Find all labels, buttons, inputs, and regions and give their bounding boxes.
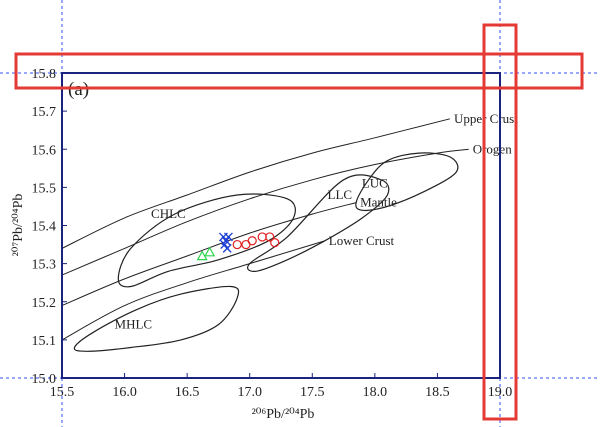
x-tick-label: 16.5 (175, 385, 200, 400)
circle-marker (232, 239, 242, 250)
region-label-mhlc: MHLC (115, 316, 153, 331)
x-marker (223, 232, 233, 242)
x-tick-label: 18.0 (363, 385, 388, 400)
highlight-box-right (482, 23, 518, 421)
x-axis-label: ²⁰⁶Pb/²⁰⁴Pb (252, 407, 315, 422)
y-tick-label: 15.8 (32, 67, 57, 82)
y-axis-label: ²⁰⁷Pb/²⁰⁴Pb (11, 194, 26, 257)
circle-marker (247, 236, 257, 246)
y-tick-label: 15.4 (32, 220, 57, 235)
region-label-chlc: CHLC (151, 206, 186, 221)
y-tick-label: 15.2 (32, 296, 57, 311)
plot-content: CHLC LLC LUC MHLC Upper Crust Orogen Mantle Low… (61, 111, 518, 352)
region-label-llc: LLC (328, 187, 353, 202)
highlight-box-top (14, 52, 584, 90)
region-chlc (117, 193, 296, 288)
x-tick-label: 15.5 (50, 385, 75, 400)
curve-mantle (61, 202, 357, 307)
y-tick-label: 15.7 (32, 105, 57, 120)
x-tick-label: 18.5 (425, 385, 450, 400)
highlight-boxes (14, 23, 584, 421)
y-tick-label: 15.6 (32, 143, 57, 158)
curve-label-mantle: Mantle (360, 195, 397, 210)
circle-marker (257, 232, 267, 242)
region-luc (355, 152, 459, 212)
region-mhlc (73, 285, 240, 352)
curve-label-lower-crust: Lower Crust (329, 233, 395, 248)
x-tick-label: 19.0 (488, 385, 513, 400)
curve-orogen (61, 148, 469, 276)
plot-frame (61, 72, 501, 379)
y-tick-label: 15.0 (32, 372, 57, 387)
circle-marker (270, 238, 280, 248)
y-axis-ticks: 15.0 15.1 15.2 15.3 15.4 15.5 15.6 15.7 15.8 (32, 67, 67, 387)
x-tick-label: 17.0 (237, 385, 262, 400)
x-axis-ticks: 15.5 16.0 16.5 17.0 17.5 18.0 18.5 19.0 (50, 373, 513, 400)
x-tick-label: 16.0 (112, 385, 137, 400)
triangle-marker (196, 250, 208, 261)
y-tick-label: 15.1 (32, 334, 57, 349)
curve-label-upper-crust: Upper Crust (454, 111, 518, 126)
curve-upper-crust (61, 118, 451, 249)
y-tick-label: 15.3 (32, 258, 57, 273)
y-tick-label: 15.5 (32, 181, 57, 196)
x-tick-label: 17.5 (300, 385, 325, 400)
curve-label-orogen: Orogen (473, 141, 512, 156)
x-marker (222, 243, 232, 253)
triangle-marker (204, 246, 216, 257)
circle-marker (265, 232, 275, 242)
curve-lower-crust (61, 240, 325, 341)
region-label-luc: LUC (362, 175, 388, 190)
region-llc (247, 174, 390, 272)
